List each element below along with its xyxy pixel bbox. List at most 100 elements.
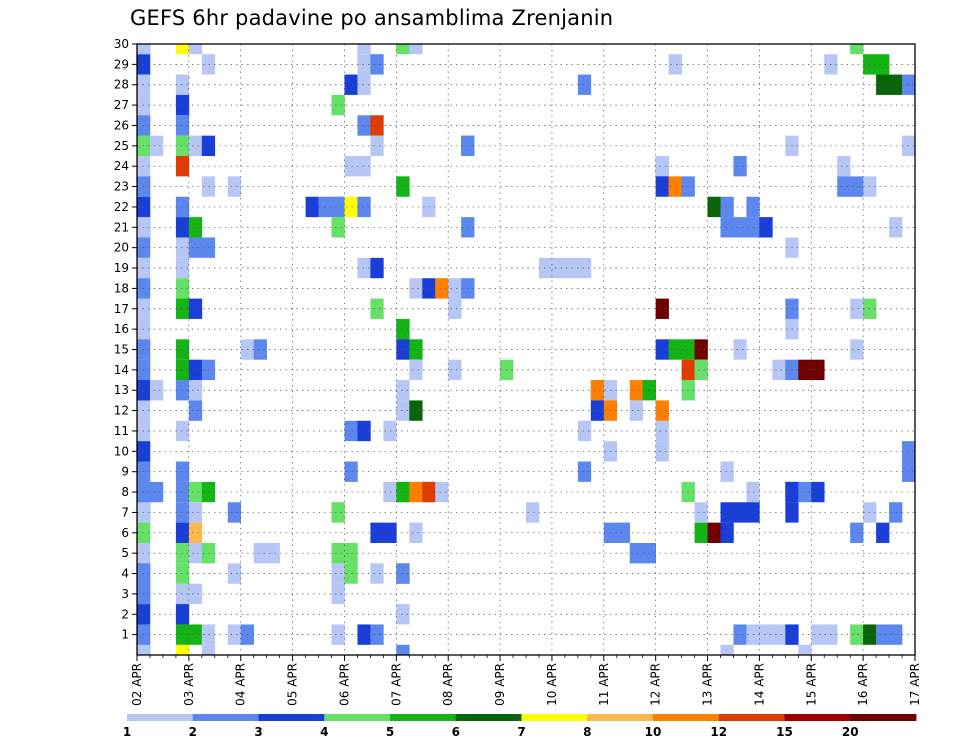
precip-cell	[902, 461, 916, 482]
precip-cell	[837, 156, 851, 177]
precip-cell	[876, 54, 890, 75]
precip-cell	[396, 604, 410, 625]
precip-cell	[201, 237, 216, 258]
precip-cell	[188, 359, 203, 381]
precip-cell	[850, 522, 864, 543]
precip-cell	[344, 156, 358, 177]
precip-cell	[175, 461, 190, 482]
precip-cell	[175, 420, 190, 442]
precip-cell	[188, 135, 203, 157]
precip-cell	[889, 217, 903, 238]
precip-cell	[759, 624, 773, 645]
precip-cell	[668, 54, 682, 75]
precip-cell	[720, 522, 734, 543]
x-tick-label: 14 APR	[752, 663, 766, 706]
precip-cell	[577, 257, 592, 279]
precip-cell	[188, 237, 203, 258]
precip-cell	[720, 196, 734, 218]
precip-cell	[175, 604, 190, 625]
precip-cell	[889, 624, 903, 645]
precip-cell	[655, 298, 669, 319]
x-tick-label: 03 APR	[182, 663, 196, 706]
precip-cell	[331, 196, 345, 218]
precip-cell	[175, 502, 190, 523]
precip-cell	[201, 644, 216, 655]
precip-cell	[448, 278, 462, 299]
precip-cell	[344, 74, 358, 95]
precip-cell	[409, 339, 423, 360]
colorbar-label: 2	[189, 725, 197, 739]
precip-cell	[694, 502, 708, 523]
precip-cell	[175, 257, 190, 279]
precip-cell	[175, 359, 190, 381]
precip-cell	[811, 359, 825, 381]
y-tick-label: 1	[121, 628, 129, 642]
precip-cell	[175, 278, 190, 299]
precip-cell	[357, 624, 371, 645]
precip-cell	[577, 420, 592, 442]
precip-cell	[227, 624, 242, 645]
precip-cell	[629, 542, 643, 564]
y-tick-label: 6	[121, 526, 129, 540]
precip-cell	[655, 339, 669, 360]
precip-cell	[175, 196, 190, 218]
y-tick-label: 22	[114, 200, 129, 214]
precip-cell	[305, 196, 319, 218]
heatmap-cells	[137, 44, 916, 655]
precip-cell	[331, 94, 345, 116]
precip-cell	[175, 298, 190, 319]
precip-cell	[188, 298, 203, 319]
precip-cell	[201, 135, 216, 157]
precip-cell	[357, 156, 371, 177]
colorbar-swatch	[324, 714, 391, 721]
precip-cell	[175, 74, 190, 95]
precip-cell	[435, 278, 449, 299]
precip-cell	[227, 563, 242, 584]
precip-cell	[850, 44, 864, 55]
colorbar-label: 20	[842, 725, 859, 739]
precip-cell	[694, 339, 708, 360]
precip-cell	[707, 522, 721, 543]
precip-cell	[188, 217, 203, 238]
precip-cell	[876, 522, 890, 543]
precip-cell	[253, 542, 267, 564]
precip-cell	[409, 359, 423, 381]
x-tick-label: 02 APR	[130, 663, 144, 706]
precip-cell	[201, 481, 216, 503]
precip-cell	[396, 176, 410, 197]
precip-cell	[370, 135, 384, 157]
y-tick-label: 28	[114, 78, 129, 92]
y-tick-label: 26	[114, 118, 129, 132]
x-tick-label: 11 APR	[597, 663, 611, 706]
precip-cell	[370, 563, 384, 584]
precip-cell	[149, 135, 164, 157]
precip-cell	[188, 542, 203, 564]
colorbar-label: 6	[452, 725, 460, 739]
precip-cell	[344, 420, 358, 442]
precip-cell	[876, 74, 890, 95]
precip-cell	[175, 339, 190, 360]
precip-cell	[694, 359, 708, 381]
y-tick-label: 23	[114, 180, 129, 194]
precip-cell	[694, 522, 708, 543]
chart-title: GEFS 6hr padavine po ansamblima Zrenjani…	[130, 6, 614, 30]
precip-cell	[137, 44, 151, 55]
precip-cell	[137, 644, 151, 655]
precip-cell	[396, 644, 410, 655]
y-tick-label: 20	[114, 241, 129, 255]
colorbar-label: 4	[320, 725, 328, 739]
y-tick-label: 12	[114, 404, 129, 418]
colorbar-label: 15	[776, 725, 793, 739]
y-tick-label: 27	[114, 98, 129, 112]
precip-cell	[201, 542, 216, 564]
precip-cell	[850, 624, 864, 645]
precip-cell	[668, 339, 682, 360]
precip-cell	[798, 481, 812, 503]
precip-cell	[331, 624, 345, 645]
precip-cell	[772, 624, 786, 645]
precip-cell	[850, 298, 864, 319]
precip-cell	[175, 624, 190, 645]
precip-cell	[149, 380, 164, 401]
precip-cell	[370, 115, 384, 136]
y-tick-label: 14	[114, 363, 129, 377]
